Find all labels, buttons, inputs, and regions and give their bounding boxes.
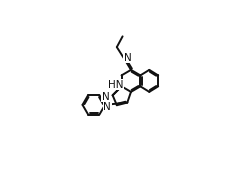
Text: HN: HN xyxy=(107,80,123,90)
Text: N: N xyxy=(103,102,111,112)
Text: N: N xyxy=(123,53,131,63)
Text: N: N xyxy=(101,92,109,102)
